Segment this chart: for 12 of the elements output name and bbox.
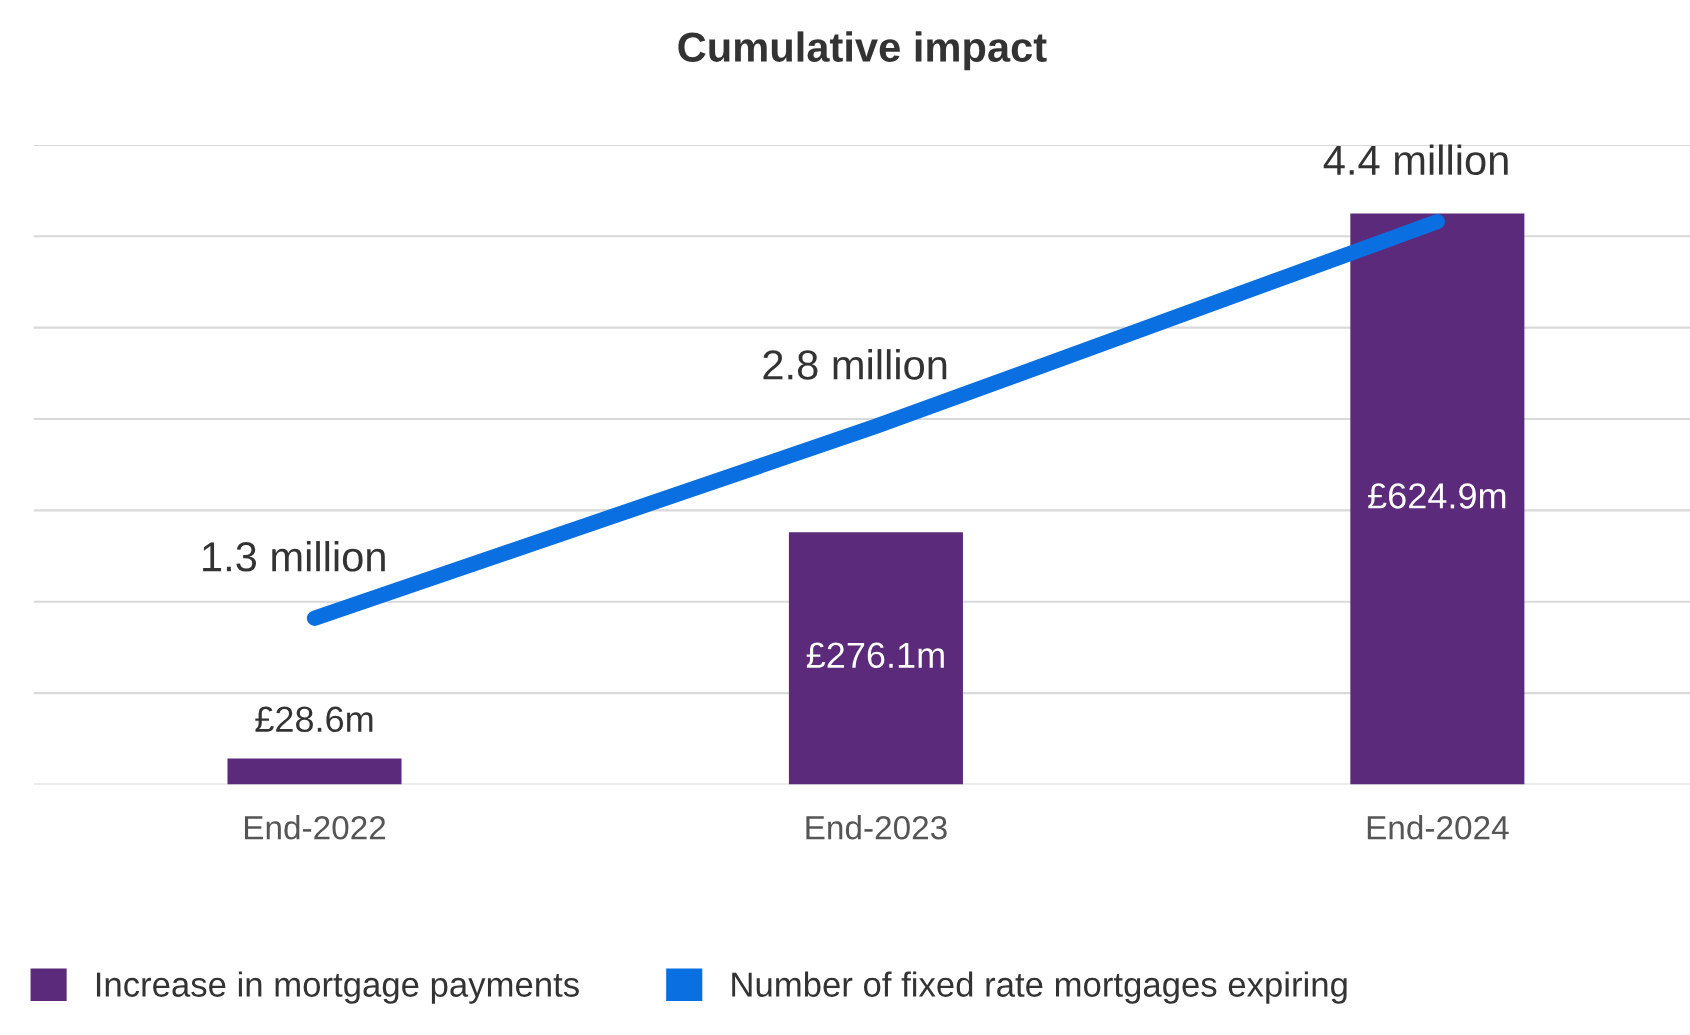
legend-label: Increase in mortgage payments	[96, 971, 579, 1004]
data-label: £276.1m	[806, 642, 944, 669]
chart-title: Cumulative impact	[678, 31, 1047, 71]
data-label: 2.8 million	[763, 349, 947, 380]
data-label: £28.6m	[255, 706, 373, 733]
x-tick-label: End-2023	[806, 815, 947, 840]
x-tick-label: End-2022	[244, 815, 386, 840]
x-tick-label: End-2024	[1367, 815, 1509, 840]
legend-label: Number of fixed rate mortgages expiring	[732, 971, 1347, 1004]
data-label: £624.9m	[1368, 483, 1506, 509]
data-label: 1.3 million	[203, 541, 385, 572]
data-label: 4.4 million	[1323, 144, 1508, 176]
